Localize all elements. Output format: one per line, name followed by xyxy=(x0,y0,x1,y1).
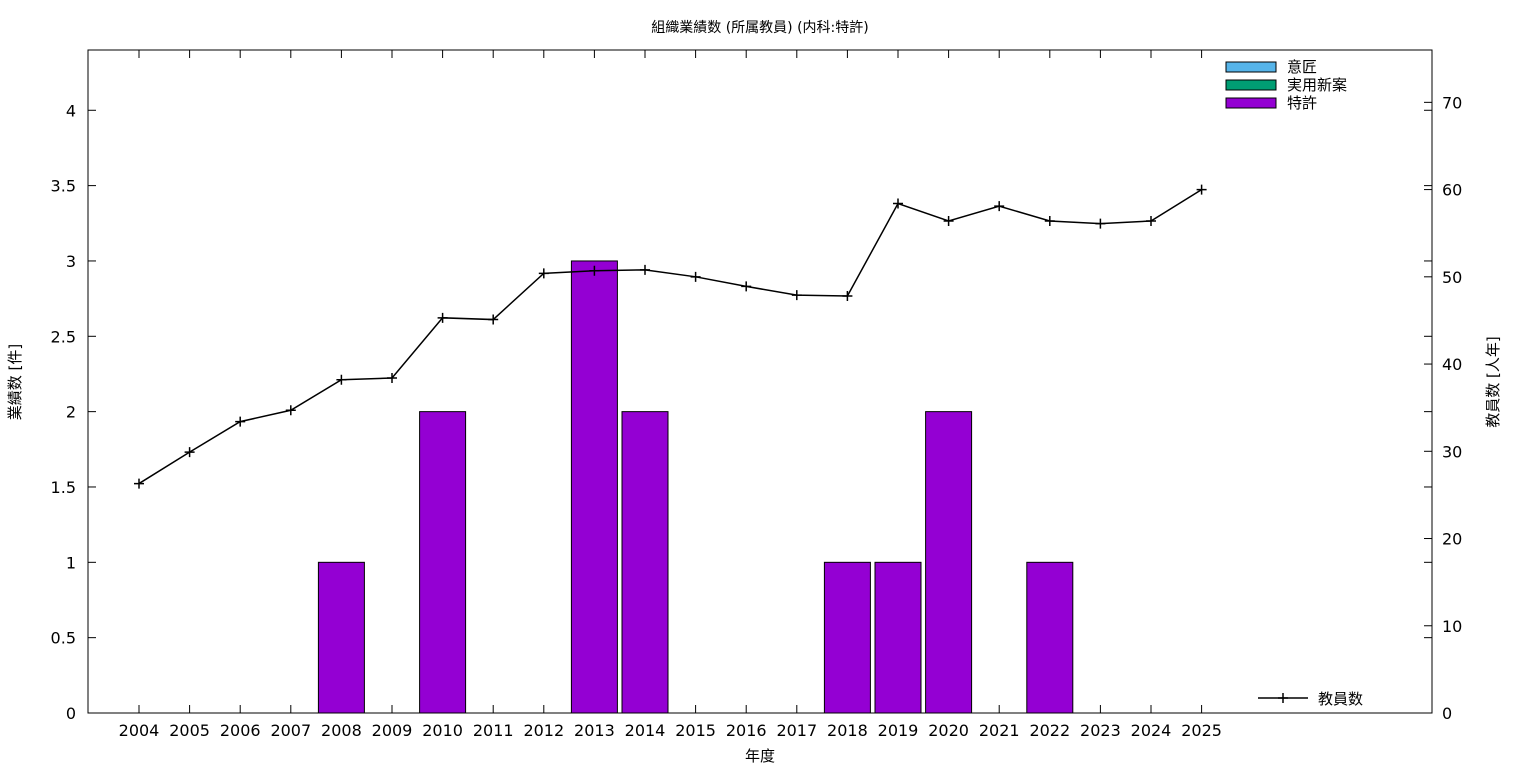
y2-tick-label: 60 xyxy=(1442,181,1462,200)
x-tick-label: 2008 xyxy=(321,721,362,740)
bar-2018 xyxy=(823,561,871,714)
x-tick-label: 2004 xyxy=(119,721,160,740)
faculty-count-point xyxy=(184,447,195,458)
x-tick-label: 2023 xyxy=(1080,721,1121,740)
bar-2013 xyxy=(570,260,618,714)
x-tick-label: 2021 xyxy=(979,721,1020,740)
legend-swatch xyxy=(1225,61,1277,73)
y-tick-label: 1.5 xyxy=(51,478,76,497)
faculty-count-point xyxy=(1044,215,1055,226)
legend-swatch xyxy=(1225,97,1277,109)
y-axis-label: 業績数 [件] xyxy=(6,344,24,420)
faculty-count-point xyxy=(1095,218,1106,229)
legend-label: 実用新案 xyxy=(1287,76,1347,94)
x-tick-label: 2009 xyxy=(372,721,413,740)
x-tick-label: 2014 xyxy=(625,721,666,740)
x-tick-label: 2011 xyxy=(473,721,514,740)
faculty-count-point xyxy=(285,405,296,416)
faculty-count-point xyxy=(1196,184,1207,195)
faculty-count-point xyxy=(690,271,701,282)
y2-tick-label: 30 xyxy=(1442,442,1462,461)
y2-tick-label: 0 xyxy=(1442,704,1452,723)
faculty-count-point xyxy=(134,478,144,489)
y-tick-label: 2 xyxy=(66,403,76,422)
x-tick-label: 2022 xyxy=(1029,721,1070,740)
x-tick-label: 2020 xyxy=(928,721,969,740)
y-tick-label: 3.5 xyxy=(51,177,76,196)
faculty-count-point xyxy=(943,215,954,226)
y-tick-label: 0 xyxy=(66,704,76,723)
faculty-count-point xyxy=(640,264,650,275)
x-tick-label: 2024 xyxy=(1131,721,1172,740)
x-tick-label: 2019 xyxy=(878,721,919,740)
x-tick-label: 2007 xyxy=(270,721,311,740)
faculty-count-point xyxy=(1146,215,1156,226)
legend-label: 意匠 xyxy=(1287,58,1317,76)
chart-title: 組織業績数 (所属教員) (内科:特許) xyxy=(651,20,868,36)
x-axis-label: 年度 xyxy=(745,747,775,765)
y-tick-label: 4 xyxy=(66,101,76,120)
x-tick-label: 2013 xyxy=(574,721,615,740)
bar-2019 xyxy=(874,561,922,714)
faculty-count-point xyxy=(488,314,499,325)
faculty-count-point xyxy=(387,373,397,384)
y2-tick-label: 40 xyxy=(1442,355,1462,374)
y-tick-label: 2.5 xyxy=(51,327,76,346)
x-tick-label: 2010 xyxy=(422,721,463,740)
bar-2008 xyxy=(317,561,365,714)
y-tick-label: 0.5 xyxy=(51,629,76,648)
x-tick-label: 2016 xyxy=(726,721,767,740)
faculty-count-point xyxy=(538,268,549,279)
legend-label: 特許 xyxy=(1287,94,1317,112)
faculty-count-point xyxy=(336,374,347,385)
faculty-count-point xyxy=(437,312,448,323)
x-tick-label: 2006 xyxy=(220,721,261,740)
bar-2022 xyxy=(1026,561,1074,714)
legend-swatch xyxy=(1225,79,1277,91)
x-tick-label: 2017 xyxy=(776,721,817,740)
x-tick-label: 2018 xyxy=(827,721,868,740)
x-tick-label: 2015 xyxy=(675,721,716,740)
y2-tick-label: 50 xyxy=(1442,268,1462,287)
faculty-count-point xyxy=(842,291,853,302)
faculty-count-point xyxy=(791,290,802,301)
faculty-count-point xyxy=(893,198,903,209)
y2-axis-label: 教員数 [人年] xyxy=(1484,336,1502,427)
y2-tick-label: 70 xyxy=(1442,93,1462,112)
x-tick-label: 2012 xyxy=(523,721,564,740)
x-tick-label: 2025 xyxy=(1181,721,1222,740)
faculty-count-point xyxy=(235,416,246,427)
y2-tick-label: 20 xyxy=(1442,530,1462,549)
y-tick-label: 3 xyxy=(66,252,76,271)
bar-2010 xyxy=(419,411,467,714)
faculty-count-point xyxy=(994,201,1005,212)
faculty-count-point xyxy=(589,265,600,276)
x-tick-label: 2005 xyxy=(169,721,210,740)
y-tick-label: 1 xyxy=(66,553,76,572)
legend-label: 教員数 xyxy=(1318,690,1363,708)
bar-2014 xyxy=(621,411,669,714)
plot-frame xyxy=(87,49,1433,714)
faculty-count-point xyxy=(741,281,752,292)
y2-tick-label: 10 xyxy=(1442,617,1462,636)
legend-line-marker xyxy=(1278,693,1288,703)
bar-2020 xyxy=(925,411,973,714)
faculty-count-line xyxy=(138,188,1202,485)
